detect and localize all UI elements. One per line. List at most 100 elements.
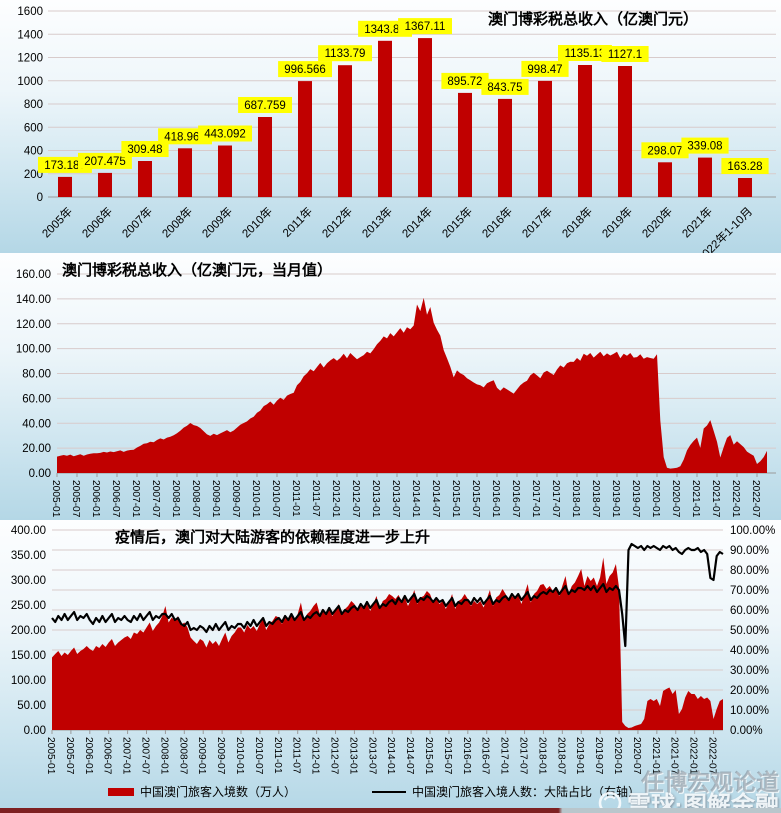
chart1-title: 澳门博彩税总收入（亿澳门元） [488,11,699,28]
bar [218,145,232,197]
x-tick-label: 2016-07 [480,737,491,775]
left-y-tick-label: 100.00 [11,675,46,687]
x-tick-label: 2022-01 [688,737,699,775]
x-tick-label: 2022-07 [750,480,761,518]
left-y-tick-label: 0.00 [24,725,46,737]
x-tick-label: 2010-07 [253,737,264,775]
x-tick-label: 2008-07 [190,480,201,518]
value-label-bg [521,60,569,77]
value-label-bg [318,45,372,62]
x-tick-label: 2005-01 [50,480,61,518]
left-y-tick-label: 250.00 [11,600,46,612]
x-tick-label: 2011-01 [290,480,301,517]
bar [258,117,272,197]
x-tick-label: 2019-07 [593,737,604,775]
x-tick-label: 2021年 [679,204,715,240]
x-tick-label: 2013-01 [347,737,358,775]
value-label: 443.092 [204,129,246,141]
x-tick-label: 2006-01 [83,737,94,775]
value-label: 1367.11 [405,21,446,33]
legend-label-visitors: 中国澳门旅客入境数（万人） [140,785,297,799]
y-tick-label: 140.00 [16,294,51,306]
watermark-text-2: 雪球·图解金融 [627,792,779,813]
legend-label-mainland-share: 中国澳门旅客入境人数：大陆占比（右轴） [412,785,641,799]
x-tick-label: 2009-01 [210,480,221,518]
x-tick-label: 2010-07 [270,480,281,518]
bar [658,162,672,197]
x-tick-label: 2009-07 [215,737,226,775]
bottom-strip [0,808,781,813]
right-y-tick-label: 50.00% [730,625,769,637]
x-tick-label: 2020-01 [650,480,661,518]
value-label-bg [398,18,452,35]
x-tick-label: 2009年 [199,204,235,240]
x-tick-label: 2008年 [159,204,195,240]
value-label: 173.187 [44,160,86,172]
x-tick-label: 2016-07 [510,480,521,518]
x-tick-label: 2014-01 [410,480,421,518]
right-y-tick-label: 10.00% [730,705,769,717]
bar [58,176,72,197]
x-tick-label: 2021-07 [710,480,721,518]
y-tick-label: 800 [24,99,43,111]
x-tick-label: 2006年 [79,204,115,240]
x-tick-label: 2014-07 [430,480,441,518]
x-tick-label: 2020-07 [670,480,681,518]
left-y-tick-label: 200.00 [11,625,46,637]
x-tick-label: 2013年 [359,204,395,240]
mainland-share-series-swatch [372,790,406,793]
x-tick-label: 2016-01 [490,480,501,518]
right-y-tick-label: 60.00% [730,605,769,617]
x-tick-label: 2013-07 [366,737,377,775]
x-tick-label: 2017-07 [550,480,561,518]
x-tick-label: 2015-07 [442,737,453,775]
y-tick-label: 40.00 [22,418,51,430]
x-tick-label: 2005-07 [64,737,75,775]
bar [538,80,552,197]
x-tick-label: 2005-07 [70,480,81,518]
x-tick-label: 2012-01 [330,480,341,518]
watermark-text-1: 任博宏观论道 [641,769,779,795]
x-tick-label: 2014年 [399,204,435,240]
right-y-tick-label: 70.00% [730,585,769,597]
visitors-and-mainland-share-combo-chart: 0.00 50.00 100.00 150.00 200.00 250.00 300.00 3… [0,520,781,813]
x-tick-label: 2011-07 [291,737,302,774]
x-tick-label: 2008-07 [177,737,188,775]
x-tick-label: 2020-01 [612,737,623,775]
bar [178,148,192,197]
mainland-share-line-series [51,542,724,648]
value-label: 1127.1 [608,49,642,61]
value-label: 1135.13 [565,48,606,60]
value-label-bg [641,142,689,159]
x-tick-label: 2016-01 [461,737,472,775]
bar [418,38,432,197]
left-y-tick-label: 300.00 [11,575,46,587]
y-tick-label: 600 [24,122,43,134]
left-y-tick-label: 50.00 [17,700,46,712]
x-tick-label: 2019-01 [610,480,621,518]
y-tick-label: 1000 [17,76,43,88]
x-tick-label: 2010年 [239,204,275,240]
bar [738,178,752,197]
left-y-tick-label: 350.00 [11,550,46,562]
value-label: 339.08 [687,141,722,153]
x-tick-label: 2005年 [39,204,75,240]
x-tick-label: 2014-07 [404,737,415,775]
value-label-bg [681,137,729,154]
x-tick-label: 2019-07 [630,480,641,518]
x-tick-label: 2021-07 [669,737,680,775]
value-label: 996.566 [284,64,326,76]
value-label-bg [601,46,649,62]
x-tick-label: 2007-01 [121,737,132,775]
x-tick-label: 2015-07 [470,480,481,518]
x-tick-label: 2022-07 [707,737,718,775]
left-y-tick-label: 400.00 [11,525,46,537]
x-tick-label: 2011-01 [272,737,283,774]
y-tick-label: 1200 [17,53,43,65]
y-tick-label: 120.00 [16,319,51,331]
x-tick-label: 2009-01 [196,737,207,775]
x-tick-label: 2007-07 [150,480,161,518]
x-tick-label: 2017-01 [530,480,541,518]
right-y-tick-label: 40.00% [730,645,769,657]
